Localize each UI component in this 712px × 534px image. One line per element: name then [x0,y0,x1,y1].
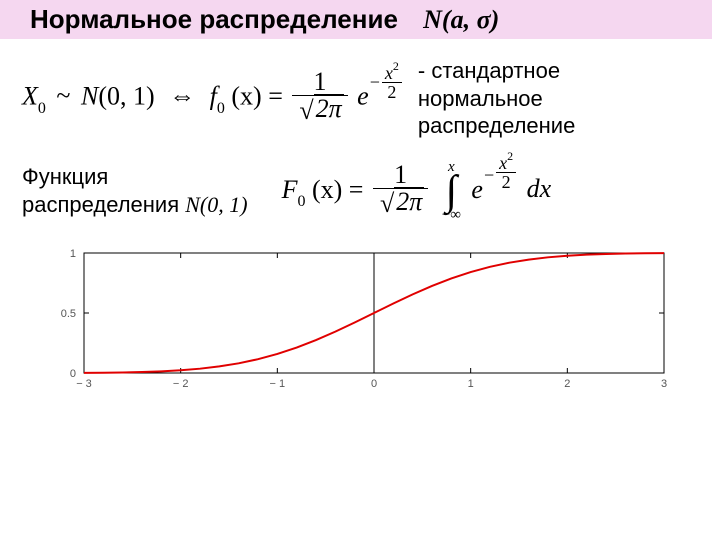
frac-num: 1 [292,68,347,96]
sym-e: e [357,81,369,110]
cdf-formula: F0 (x) = 1 2π x ∫ −∞ e− x2 2 dx [282,160,552,224]
svg-text:0: 0 [70,368,76,380]
cdf-row: Функция распределения N(0, 1) F0 (x) = 1… [0,146,712,228]
sym-tilde: ~ [56,81,70,110]
svg-text:− 3: − 3 [76,378,92,390]
sym-e2: e [471,174,483,203]
frac-1-over-root2pi: 1 2π [292,68,347,125]
sub-0a: 0 [38,100,46,117]
cdf-chart: − 3 − 2 − 1 0 1 2 3 0 0.5 1 [0,227,712,414]
svg-text:2: 2 [564,378,570,390]
svg-text:3: 3 [661,378,667,390]
svg-text:1: 1 [70,248,76,260]
svg-text:0: 0 [371,378,377,390]
svg-text:− 2: − 2 [173,378,189,390]
sym-F: F [282,174,298,203]
xarg2: (x) = [312,174,363,203]
svg-text:1: 1 [468,378,474,390]
title-main: Нормальное распределение [30,4,398,34]
exp-frac2: x2 2 [496,152,516,191]
args-01: (0, 1) [98,81,154,110]
sym-f: f [210,81,217,110]
note-l2: нормальное [418,85,575,113]
note-l3: распределение [418,112,575,140]
exp-frac: x2 2 [382,62,402,101]
slide-title: Нормальное распределение N(a, σ) [0,0,712,39]
cdf-label-l1: Функция [22,163,248,192]
sub-0c: 0 [297,193,305,210]
cdf-label: Функция распределения N(0, 1) [22,163,248,220]
density-formula: X0 ~ N(0, 1) ⇔ f0 (x) = 1 2π e− x2 2 [22,70,402,127]
density-note: - стандартное нормальное распределение [418,57,575,140]
density-row: X0 ~ N(0, 1) ⇔ f0 (x) = 1 2π e− x2 2 - с… [0,39,712,146]
svg-text:− 1: − 1 [270,378,286,390]
frac-1-over-root2pi-b: 1 2π [373,161,428,218]
svg-text:0.5: 0.5 [61,308,76,320]
cdf-label-l2: распределения N(0, 1) [22,191,248,220]
sym-iff: ⇔ [169,81,195,110]
note-l1: - стандартное [418,57,575,85]
integral: x ∫ −∞ [442,160,461,224]
xarg: (x) = [231,81,282,110]
exp-neg: − [370,72,380,92]
sub-0b: 0 [217,100,225,117]
frac-den: 2π [292,96,347,124]
sym-N: N [81,81,98,110]
sym-X: X [22,81,38,110]
title-params: N(a, σ) [423,5,499,34]
sym-dx: dx [527,174,552,203]
cdf-chart-svg: − 3 − 2 − 1 0 1 2 3 0 0.5 1 [28,239,688,409]
